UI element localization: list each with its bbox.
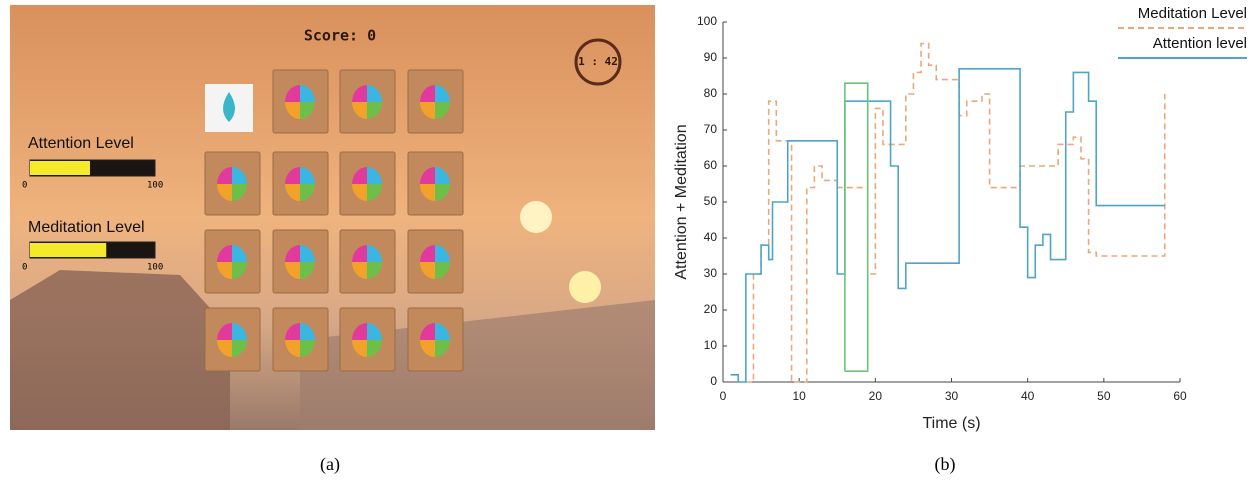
- x-tick-label: 10: [792, 389, 806, 403]
- y-tick-label: 30: [704, 266, 718, 280]
- y-tick-label: 50: [704, 194, 718, 208]
- y-tick-label: 60: [704, 158, 718, 172]
- sun: [569, 271, 601, 303]
- legend-label: Attention level: [1153, 35, 1247, 52]
- rock: [10, 270, 230, 430]
- series-line: [731, 69, 1165, 382]
- series-line: [845, 83, 868, 371]
- y-tick-label: 10: [704, 338, 718, 352]
- attention-label: Attention Level: [28, 135, 134, 152]
- level-min: 0: [22, 181, 27, 191]
- level-bar-fill: [30, 243, 106, 257]
- x-tick-label: 40: [1021, 389, 1035, 403]
- figure: Score: 0 1 : 42 Attention Level Meditati…: [0, 0, 1255, 478]
- y-tick-label: 20: [704, 302, 718, 316]
- y-tick-label: 80: [704, 86, 718, 100]
- y-tick-label: 90: [704, 50, 718, 64]
- sun: [520, 201, 552, 233]
- caption: (a): [320, 454, 340, 475]
- chart: 0 10 20 30 40 50 60 70 80 90 100 0 10 20 30 40 50 60 Time …: [673, 5, 1247, 432]
- page: Score: 0 1 : 42 Attention Level Meditati…: [0, 0, 1255, 483]
- level-bar-fill: [30, 161, 90, 175]
- x-tick-label: 20: [869, 389, 883, 403]
- x-tick-label: 60: [1173, 389, 1187, 403]
- y-tick-label: 70: [704, 122, 718, 136]
- timer: 1 : 42: [578, 55, 618, 68]
- y-tick-label: 100: [697, 14, 717, 28]
- score: Score: 0: [304, 27, 376, 45]
- y-tick-label: 0: [710, 374, 717, 388]
- x-tick-label: 30: [945, 389, 959, 403]
- level-min: 0: [22, 263, 27, 273]
- meditation-label: Meditation Level: [28, 219, 145, 236]
- caption: (b): [935, 454, 956, 475]
- game-screen: Score: 0 1 : 42 Attention Level Meditati…: [10, 5, 655, 430]
- level-max: 100: [147, 181, 163, 191]
- series-line: [746, 44, 1165, 382]
- legend-label: Meditation Level: [1138, 5, 1247, 22]
- level-max: 100: [147, 263, 163, 273]
- x-tick-label: 50: [1097, 389, 1111, 403]
- y-axis-label: Attention + Meditation: [673, 124, 690, 279]
- x-axis-label: Time (s): [922, 415, 980, 432]
- y-tick-label: 40: [704, 230, 718, 244]
- x-tick-label: 0: [720, 389, 727, 403]
